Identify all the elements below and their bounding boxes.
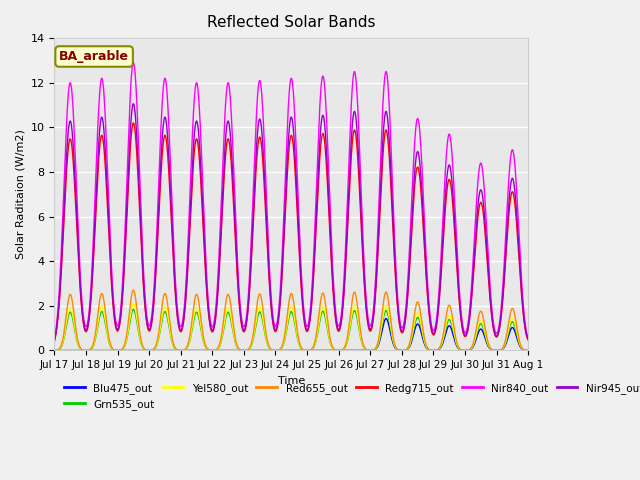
Nir945_out: [104, 214, 112, 219]
Yel580_out: [104, 336, 112, 341]
Red655_out: [104, 332, 112, 338]
Line: Nir945_out: Nir945_out: [54, 104, 528, 340]
Text: BA_arable: BA_arable: [59, 50, 129, 63]
Redg715_out: [515, 256, 523, 262]
Grn535_out: [129, 307, 137, 312]
Nir840_out: [104, 191, 112, 197]
Line: Nir840_out: Nir840_out: [54, 63, 528, 339]
Nir840_out: [524, 335, 532, 340]
Grn535_out: [515, 340, 523, 346]
Yel580_out: [129, 301, 137, 307]
Grn535_out: [232, 342, 240, 348]
Blu475_out: [132, 348, 140, 353]
Y-axis label: Solar Raditaion (W/m2): Solar Raditaion (W/m2): [15, 130, 25, 259]
Red655_out: [524, 348, 532, 353]
Yel580_out: [524, 348, 532, 353]
Redg715_out: [464, 326, 472, 332]
Redg715_out: [104, 224, 112, 229]
Redg715_out: [129, 120, 137, 126]
Grn535_out: [524, 348, 532, 353]
Blu475_out: [524, 348, 532, 353]
X-axis label: Time: Time: [278, 376, 305, 386]
Grn535_out: [104, 337, 112, 343]
Red655_out: [129, 288, 137, 293]
Grn535_out: [464, 348, 472, 353]
Nir945_out: [232, 247, 240, 252]
Red655_out: [515, 336, 523, 342]
Grn535_out: [51, 348, 58, 353]
Legend: Blu475_out, Grn535_out, Yel580_out, Red655_out, Redg715_out, Nir840_out, Nir945_: Blu475_out, Grn535_out, Yel580_out, Red6…: [60, 379, 640, 414]
Blu475_out: [464, 348, 472, 353]
Line: Grn535_out: Grn535_out: [54, 310, 528, 350]
Nir945_out: [129, 101, 137, 107]
Nir945_out: [515, 248, 523, 254]
Line: Red655_out: Red655_out: [54, 290, 528, 350]
Blu475_out: [253, 348, 260, 353]
Nir840_out: [232, 230, 240, 236]
Yel580_out: [133, 314, 141, 320]
Grn535_out: [253, 318, 260, 324]
Nir840_out: [133, 97, 141, 103]
Grn535_out: [133, 318, 141, 324]
Redg715_out: [253, 156, 260, 162]
Nir945_out: [253, 140, 260, 145]
Yel580_out: [232, 341, 240, 347]
Redg715_out: [133, 150, 141, 156]
Yel580_out: [515, 339, 523, 345]
Line: Yel580_out: Yel580_out: [54, 304, 528, 350]
Nir840_out: [129, 60, 137, 66]
Nir840_out: [515, 232, 523, 238]
Redg715_out: [524, 337, 532, 343]
Nir840_out: [464, 321, 472, 327]
Red655_out: [133, 304, 141, 310]
Blu475_out: [232, 348, 240, 353]
Red655_out: [464, 348, 472, 353]
Yel580_out: [464, 348, 472, 353]
Nir840_out: [51, 336, 58, 342]
Line: Blu475_out: Blu475_out: [54, 319, 528, 350]
Blu475_out: [515, 341, 523, 347]
Nir945_out: [524, 336, 532, 342]
Nir945_out: [133, 133, 141, 139]
Blu475_out: [104, 348, 112, 353]
Blu475_out: [51, 348, 58, 353]
Nir945_out: [464, 325, 472, 331]
Nir840_out: [253, 105, 260, 111]
Nir945_out: [51, 337, 58, 343]
Red655_out: [253, 304, 260, 310]
Title: Reflected Solar Bands: Reflected Solar Bands: [207, 15, 376, 30]
Red655_out: [232, 340, 240, 346]
Yel580_out: [51, 348, 58, 353]
Redg715_out: [51, 338, 58, 344]
Line: Redg715_out: Redg715_out: [54, 123, 528, 341]
Red655_out: [51, 348, 58, 353]
Redg715_out: [232, 255, 240, 261]
Blu475_out: [382, 316, 390, 322]
Yel580_out: [253, 314, 260, 320]
